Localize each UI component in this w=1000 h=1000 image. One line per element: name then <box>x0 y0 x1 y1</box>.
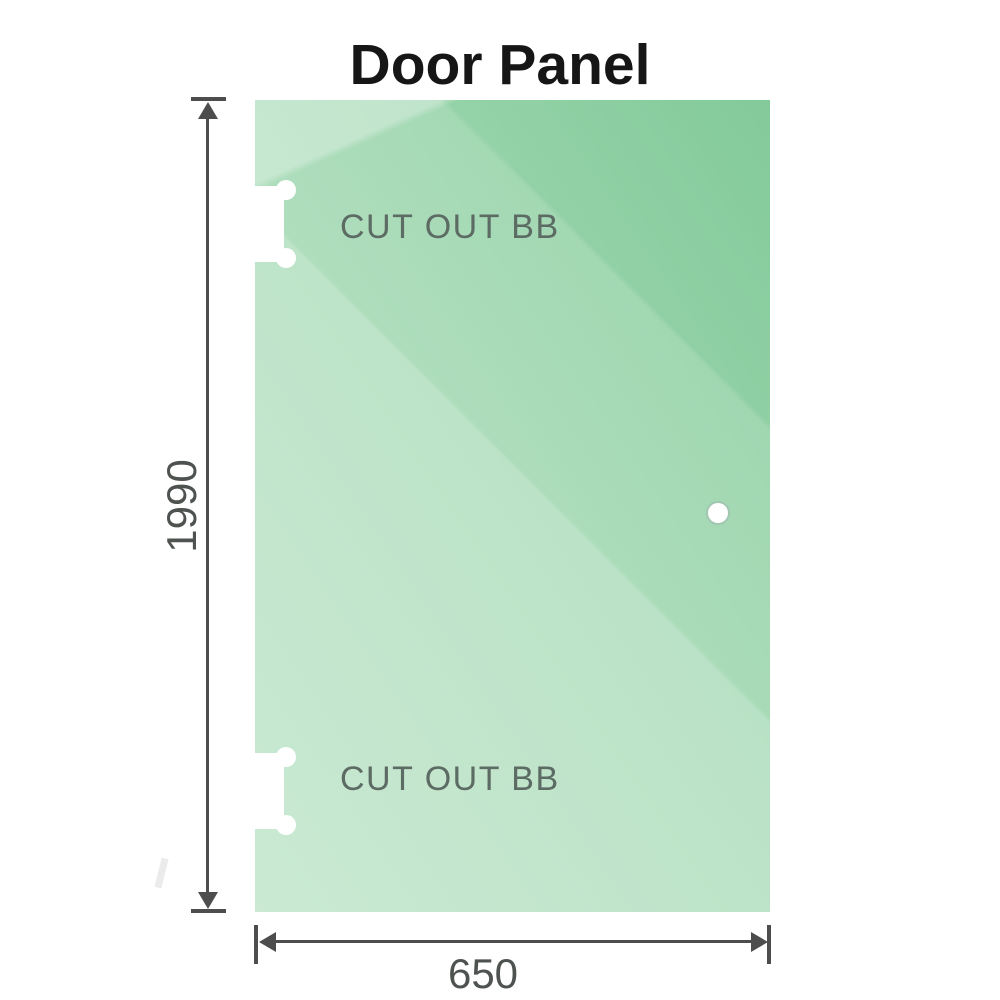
handle-hole-icon <box>706 501 730 525</box>
diagram-title: Door Panel <box>349 33 651 97</box>
height-dimension-line <box>206 117 209 896</box>
width-dimension-right-tick <box>767 925 771 964</box>
cutout-label-bottom: CUT OUT BB <box>340 760 560 798</box>
height-dimension-label: 1990 <box>158 459 205 553</box>
height-dimension-top-tick <box>191 97 226 101</box>
cutout-label-top: CUT OUT BB <box>340 208 560 246</box>
height-dimension-up-arrow-icon <box>198 102 218 119</box>
width-dimension-label: 650 <box>447 950 519 997</box>
height-dimension-down-arrow-icon <box>198 892 218 909</box>
photo-artifact <box>154 857 169 889</box>
hinge-cutout-top-icon <box>255 180 296 268</box>
hinge-cutout-bottom-icon <box>255 747 296 835</box>
width-dimension-right-arrow-icon <box>751 932 768 952</box>
height-dimension-bottom-tick <box>191 909 226 913</box>
width-dimension-line <box>264 940 759 943</box>
width-dimension-left-tick <box>254 925 258 964</box>
glass-panel <box>255 100 770 912</box>
